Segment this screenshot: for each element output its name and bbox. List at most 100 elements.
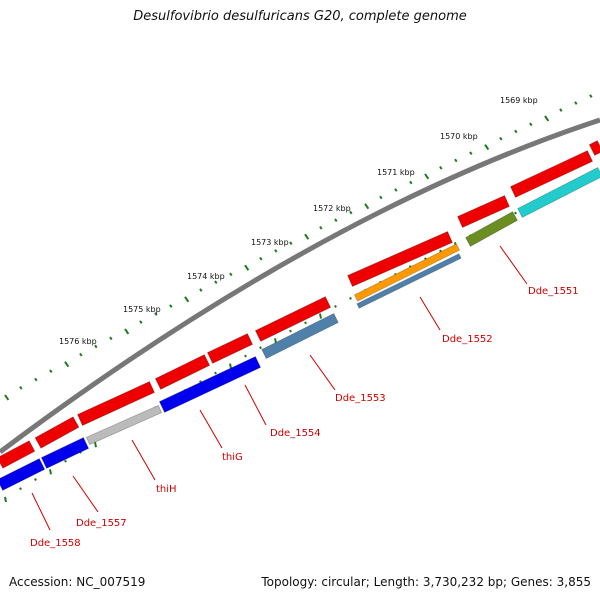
scale-tick — [409, 180, 413, 185]
forward-gene[interactable] — [34, 416, 80, 449]
inner-tick — [49, 469, 52, 475]
inner-tick — [4, 496, 7, 503]
scale-label: 1570 kbp — [440, 132, 478, 141]
reverse-gene[interactable] — [40, 437, 90, 469]
gene-label[interactable]: thiH — [156, 484, 177, 495]
inner-tick — [349, 296, 352, 300]
forward-gene[interactable] — [588, 140, 600, 156]
scale-tick — [109, 336, 113, 341]
reverse-gene[interactable] — [85, 404, 163, 446]
scale-tick — [49, 369, 53, 374]
scale-tick — [469, 151, 473, 155]
inner-tick — [259, 346, 262, 350]
reverse-gene[interactable] — [353, 243, 461, 302]
scale-tick — [229, 272, 233, 277]
scale-tick — [559, 108, 563, 112]
scale-tick — [64, 361, 70, 368]
scale-tick — [589, 94, 593, 98]
inner-tick — [94, 441, 97, 448]
scale-tick — [514, 129, 518, 134]
scale-tick — [79, 352, 83, 357]
forward-gene[interactable] — [76, 381, 156, 426]
map-title: Desulfovibrio desulfuricans G20, complet… — [133, 9, 467, 24]
scale-label: 1573 kbp — [251, 238, 289, 247]
reverse-gene[interactable] — [465, 211, 518, 247]
scale-tick — [289, 241, 293, 245]
gene-features[interactable] — [0, 140, 600, 491]
accession-text: Accession: NC_007519 — [9, 575, 146, 589]
scale-tick — [379, 195, 383, 200]
forward-gene[interactable] — [457, 194, 510, 229]
scale-tick — [274, 249, 278, 253]
forward-gene[interactable] — [206, 333, 254, 364]
scale-tick — [304, 233, 310, 240]
genome-backbone — [0, 117, 600, 455]
scale-tick — [94, 344, 98, 349]
forward-gene[interactable] — [154, 354, 211, 390]
forward-gene[interactable] — [347, 230, 453, 288]
callout-line — [31, 492, 51, 531]
reverse-gene[interactable] — [356, 253, 462, 309]
forward-gene[interactable] — [509, 150, 594, 198]
scale-tick — [319, 225, 323, 230]
scale-tick — [154, 312, 158, 316]
scale-labels: 1569 kbp 1570 kbp 1571 kbp 1572 kbp 1573 kbp… — [59, 96, 538, 346]
callout-line — [199, 409, 223, 449]
scale-tick — [139, 320, 143, 324]
scale-label: 1572 kbp — [313, 204, 351, 213]
scale-tick — [529, 122, 533, 127]
inner-tick — [289, 329, 292, 333]
inner-tick — [34, 478, 37, 481]
callout-line — [419, 296, 441, 331]
gene-label[interactable]: Dde_1558 — [30, 538, 81, 549]
inner-tick — [319, 313, 322, 319]
scale-tick — [544, 115, 550, 122]
scale-tick — [259, 256, 263, 261]
gene-label[interactable]: thiG — [222, 452, 243, 463]
scale-label: 1569 kbp — [500, 96, 538, 105]
inner-tick — [514, 211, 517, 215]
scale-tick — [364, 203, 370, 210]
inner-tick — [19, 487, 22, 491]
gene-label[interactable]: Dde_1554 — [270, 428, 321, 439]
inner-tick — [244, 354, 247, 358]
callout-line — [309, 354, 336, 391]
scale-label: 1576 kbp — [59, 337, 97, 346]
scale-label: 1574 kbp — [187, 272, 225, 281]
inner-tick — [334, 305, 337, 308]
reverse-gene[interactable] — [0, 458, 46, 491]
scale-tick — [424, 173, 430, 180]
reverse-gene[interactable] — [517, 167, 600, 218]
scale-tick — [574, 101, 578, 105]
reverse-gene[interactable] — [158, 356, 262, 413]
scale-label: 1571 kbp — [377, 168, 415, 177]
inner-tick — [304, 321, 307, 325]
scale-tick — [454, 158, 458, 163]
callout-line — [499, 245, 528, 285]
gene-label[interactable]: Dde_1551 — [528, 286, 579, 297]
genome-summary-text: Topology: circular; Length: 3,730,232 bp… — [261, 575, 591, 589]
gene-label[interactable]: Dde_1557 — [76, 518, 127, 529]
scale-tick — [169, 304, 173, 308]
scale-tick — [439, 165, 443, 170]
scale-tick — [349, 210, 353, 215]
scale-tick — [484, 144, 490, 151]
callout-line — [244, 384, 267, 426]
scale-tick — [214, 280, 218, 284]
reverse-gene[interactable] — [261, 312, 339, 360]
gene-callouts: Dde_1551 Dde_1552 Dde_1553 Dde_1554 thiG thiH… — [30, 245, 579, 549]
scale-tick — [34, 377, 38, 382]
scale-tick — [244, 264, 250, 271]
scale-tick — [19, 386, 23, 390]
scale-tick — [499, 136, 503, 141]
inner-tick — [229, 363, 232, 369]
gene-label[interactable]: Dde_1553 — [335, 393, 386, 404]
forward-gene[interactable] — [0, 440, 36, 469]
scale-tick — [124, 328, 130, 335]
forward-gene[interactable] — [254, 296, 332, 342]
scale-tick — [184, 296, 190, 303]
scale-label: 1575 kbp — [123, 305, 161, 314]
scale-tick — [199, 288, 203, 292]
gene-label[interactable]: Dde_1552 — [442, 334, 493, 345]
